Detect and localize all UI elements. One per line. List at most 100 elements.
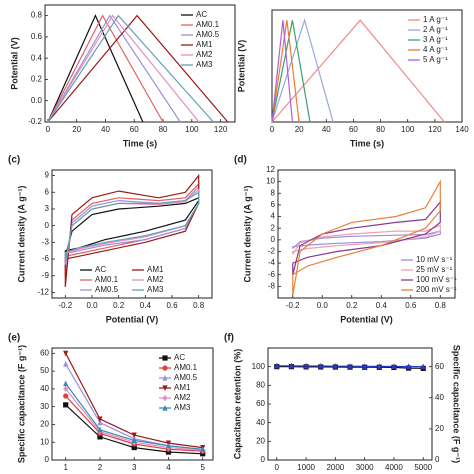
series-line	[271, 18, 334, 123]
y-tick-label: 100	[252, 362, 266, 371]
x-tick-label: 120	[428, 125, 442, 134]
legend-label: AC	[196, 10, 207, 19]
legend-label: AM0.1	[174, 363, 198, 372]
legend-label: AM0.5	[174, 373, 198, 382]
y2-tick-label: 0	[435, 455, 440, 464]
x-tick-label: 0.6	[405, 301, 417, 310]
series-line	[47, 14, 164, 123]
y-tick-label: 0.4	[31, 53, 43, 62]
y-axis-title: Potential (V)	[236, 40, 246, 93]
y-tick-label: 4	[271, 212, 276, 221]
y2-tick-label: 40	[435, 393, 444, 402]
x-tick-label: 40	[101, 125, 110, 134]
y-tick-label: -6	[42, 254, 50, 263]
legend-label: AM1	[196, 40, 213, 49]
y-tick-label: -9	[42, 271, 50, 280]
marker	[63, 385, 69, 392]
marker	[131, 437, 137, 444]
plot-frame	[44, 4, 236, 123]
marker	[376, 363, 382, 369]
y-tick-label: 10	[40, 437, 49, 446]
x-tick-label: 0.4	[140, 301, 152, 310]
marker	[97, 434, 103, 440]
marker	[97, 416, 103, 423]
legend-label: AM3	[196, 60, 213, 69]
x-tick-label: 60	[130, 125, 139, 134]
panel-label: (c)	[8, 155, 20, 166]
x-tick-label: 0.8	[435, 301, 447, 310]
plot-frame	[51, 347, 214, 461]
series-line	[47, 14, 144, 123]
x-tick-label: 0	[46, 125, 51, 134]
series-line	[47, 14, 181, 123]
y-tick-label: 20	[40, 420, 49, 429]
series-line	[47, 14, 200, 123]
y-tick-label: 0.8	[31, 11, 43, 20]
x-tick-label: 5000	[414, 463, 432, 472]
y-tick-label: -3	[42, 237, 50, 246]
y-axis-title: Current density (A g⁻¹)	[16, 186, 26, 283]
legend-label: AM0.1	[196, 20, 220, 29]
marker	[420, 363, 426, 370]
legend-label: 100 mV s⁻¹	[416, 275, 457, 284]
marker	[162, 355, 168, 361]
y-tick-label: 0	[45, 455, 50, 464]
legend-label: AM0.1	[95, 275, 119, 284]
x-tick-label: 140	[455, 125, 469, 134]
y-tick-label: 20	[256, 436, 265, 445]
x-axis-title: Time (s)	[123, 138, 157, 148]
marker	[303, 362, 309, 369]
series-line	[271, 20, 300, 123]
y-tick-label: 0	[261, 455, 266, 464]
legend-label: AM1	[174, 383, 191, 392]
marker	[97, 426, 103, 433]
y-tick-label: 6	[271, 200, 276, 209]
x-tick-label: 0.2	[113, 301, 125, 310]
marker	[165, 449, 172, 455]
x-tick-label: 0.8	[193, 301, 205, 310]
x-tick-label: 0.2	[346, 301, 358, 310]
y-tick-label: -6	[268, 270, 276, 279]
series-line	[64, 191, 200, 262]
marker	[405, 363, 412, 370]
x-tick-label: 80	[376, 125, 385, 134]
series-line	[292, 224, 441, 255]
series-line	[292, 230, 441, 249]
y-tick-label: 0.6	[31, 32, 43, 41]
legend-label: AM3	[147, 285, 164, 294]
x-tick-label: 1	[63, 463, 68, 472]
x-tick-label: 100	[401, 125, 415, 134]
plot-frame	[277, 169, 456, 299]
y-tick-label: 0	[45, 221, 50, 230]
x-tick-label: 60	[349, 125, 358, 134]
y-tick-label: 9	[45, 171, 50, 180]
y-axis-title: Specific capacitance (F g⁻¹)	[16, 345, 26, 463]
series-line	[292, 200, 441, 275]
x-tick-label: 3000	[356, 463, 374, 472]
legend-label: 200 mV s⁻¹	[416, 285, 457, 294]
y-tick-label: -4	[268, 258, 276, 267]
marker	[318, 362, 324, 369]
x-tick-label: 0.0	[86, 301, 98, 310]
panel-label: (f)	[224, 333, 234, 344]
y-axis-title: Capacitance retention (%)	[232, 349, 242, 460]
legend-label: 3 A g⁻¹	[423, 35, 448, 44]
y-tick-label: -8	[268, 281, 276, 290]
series-line	[292, 179, 441, 296]
legend-label: AC	[95, 265, 106, 274]
marker	[63, 402, 69, 408]
marker	[274, 362, 280, 369]
legend-label: AM2	[174, 393, 191, 402]
x-tick-label: 20	[72, 125, 81, 134]
legend-label: 1 A g⁻¹	[423, 15, 448, 24]
y-tick-label: 60	[40, 348, 49, 357]
panel-label: (e)	[8, 333, 20, 344]
y-tick-label: 80	[256, 380, 265, 389]
y2-tick-label: 20	[435, 424, 444, 433]
y-axis-title: Potential (V)	[9, 37, 19, 90]
marker	[391, 363, 397, 370]
y-tick-label: 6	[45, 187, 50, 196]
x-tick-label: -0.2	[286, 301, 300, 310]
marker	[63, 350, 69, 357]
